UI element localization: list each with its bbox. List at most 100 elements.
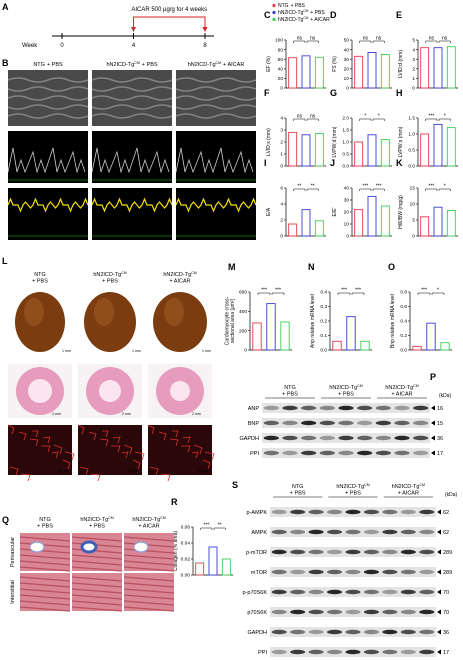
y-tick-label: 100 [275, 38, 283, 44]
group-suffix: + AICAR [310, 17, 330, 23]
muscle-fiber [19, 536, 71, 542]
muscle-fiber [71, 606, 123, 612]
blot-band [327, 569, 343, 575]
y-tick-label: 1.0 [342, 140, 349, 146]
blot-band [394, 420, 410, 426]
blot-label: PPI [258, 650, 267, 656]
blot-band [363, 549, 379, 555]
blot-band [327, 609, 343, 615]
if-membrane [20, 473, 31, 482]
he-lumen [28, 379, 52, 403]
if-membrane [191, 451, 199, 459]
muscle-fiber [19, 566, 71, 572]
panel-letter: L [2, 256, 8, 266]
doppler-label: A [190, 148, 194, 154]
muscle-fiber [19, 606, 71, 612]
muscle-fiber [19, 542, 71, 548]
y-tick-label: 400 [239, 309, 247, 315]
m-mode-trace [7, 104, 89, 110]
blot-band [382, 589, 398, 595]
if-membrane [182, 436, 191, 444]
if-membrane [121, 451, 129, 459]
significance-label: ** [311, 184, 315, 190]
significance-bracket [425, 40, 438, 43]
blot-band [419, 649, 435, 655]
m-mode-trace [175, 104, 257, 110]
tdi-label: E' [106, 222, 110, 228]
tdi-trace [7, 197, 89, 213]
y-tick-label: 10 [344, 222, 350, 228]
if-membrane [99, 438, 109, 447]
bar [360, 340, 370, 351]
y-tick-label: 4 [280, 116, 283, 122]
blot-band [419, 509, 435, 515]
if-membrane [204, 451, 215, 461]
blot-band [290, 629, 306, 635]
blot-band [363, 629, 379, 635]
if-membrane [123, 444, 133, 455]
y-tick-label: 60 [278, 57, 284, 63]
doppler-trace [175, 147, 254, 174]
group-name: NTG [34, 272, 46, 278]
significance-label: *** [421, 288, 427, 294]
if-membrane [29, 438, 39, 447]
significance-bracket [359, 188, 372, 191]
group-suffix: + PBS [32, 279, 48, 285]
blot-band [382, 629, 398, 635]
muscle-fiber [71, 548, 123, 554]
blot-band [290, 549, 306, 555]
muscle-fiber [71, 566, 123, 572]
y-tick-label: 0.5 [408, 148, 415, 154]
significance-label: *** [355, 288, 361, 294]
doppler-trace [91, 147, 170, 174]
significance-bracket [359, 40, 372, 43]
bar [208, 546, 218, 576]
group-suffix: + PBS [89, 524, 105, 530]
y-axis-label: LVID;d (mm) [398, 50, 404, 78]
blot-band [400, 529, 416, 535]
muscle-fiber [123, 606, 175, 612]
m-mode-trace [91, 104, 173, 110]
bar [446, 209, 456, 237]
group-name: NTG [284, 385, 296, 391]
significance-label: ns [442, 36, 448, 42]
bar [288, 223, 298, 237]
y-tick-label: 0.0 [408, 164, 415, 170]
if-membrane [149, 466, 159, 476]
y-tick-label: 0.6 [400, 304, 407, 310]
y-tick-label: 0.0 [342, 164, 349, 170]
timeline-tick-label: 4 [132, 43, 136, 49]
group-sup: CM [134, 61, 140, 65]
group-name: NTG [292, 484, 304, 490]
if-membrane [90, 473, 101, 482]
blot-band [327, 649, 343, 655]
significance-bracket [359, 118, 372, 121]
if-membrane [181, 445, 191, 453]
if-membrane [158, 431, 167, 441]
blot-band [290, 529, 306, 535]
scale-label: 2 mm [122, 412, 131, 416]
blot-band [400, 649, 416, 655]
if-membrane [202, 459, 211, 470]
group-name: hN2ICD-Tg [163, 272, 191, 278]
significance-label: ** [218, 523, 222, 529]
bar [195, 562, 205, 576]
vessel [29, 541, 45, 553]
scale-label: 2 mm [192, 412, 201, 416]
y-tick-label: 200 [239, 328, 247, 334]
blot-band [363, 589, 379, 595]
kda-arrow [437, 509, 441, 515]
group-label: hN2ICD-TgCM [385, 384, 418, 391]
bar [380, 139, 390, 167]
blot-band [413, 405, 429, 411]
y-axis-label: Cardiomyocyte cross- [225, 297, 231, 346]
blot-label: mTOR [251, 570, 267, 576]
heart-highlight [24, 298, 44, 326]
blot-band [308, 569, 324, 575]
group-suffix: + PBS [291, 3, 306, 9]
significance-bracket [200, 527, 213, 530]
kda-label: 70 [443, 590, 449, 596]
y-tick-label: 0 [280, 86, 283, 92]
y-axis-label: EF (%) [266, 56, 272, 72]
y-tick-label: 0 [244, 348, 247, 354]
